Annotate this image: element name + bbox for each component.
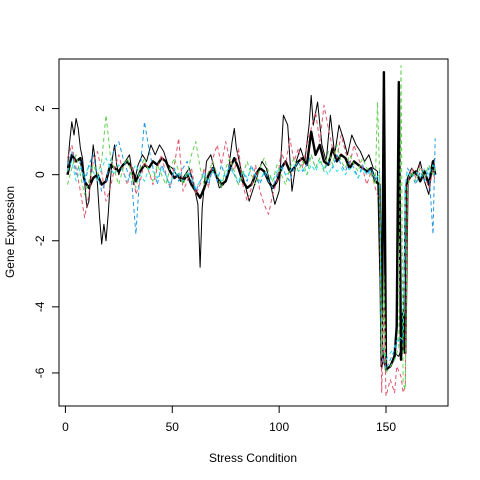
x-axis-title: Stress Condition: [209, 451, 297, 465]
x-axis: 0 50 100 150: [62, 406, 396, 434]
x-tick-label: 50: [166, 420, 180, 434]
series-line-1: [67, 94, 436, 371]
series-line-6: [67, 65, 436, 390]
plot-frame: [58, 58, 449, 407]
series-layer: [66, 65, 437, 397]
x-tick-label: 100: [269, 420, 289, 434]
y-tick-label: 2: [33, 105, 47, 112]
y-axis-title: Gene Expression: [3, 186, 17, 278]
x-tick-label: 0: [62, 420, 69, 434]
series-line-5: [67, 157, 436, 361]
y-tick-label: -2: [33, 235, 47, 246]
y-tick-label: -6: [33, 367, 47, 378]
series-line-4: [67, 121, 436, 371]
y-tick-label: -4: [33, 301, 47, 312]
y-tick-label: 0: [33, 171, 47, 178]
y-axis: -6 -4 -2 0 2: [33, 105, 59, 378]
x-tick-label: 150: [376, 420, 396, 434]
